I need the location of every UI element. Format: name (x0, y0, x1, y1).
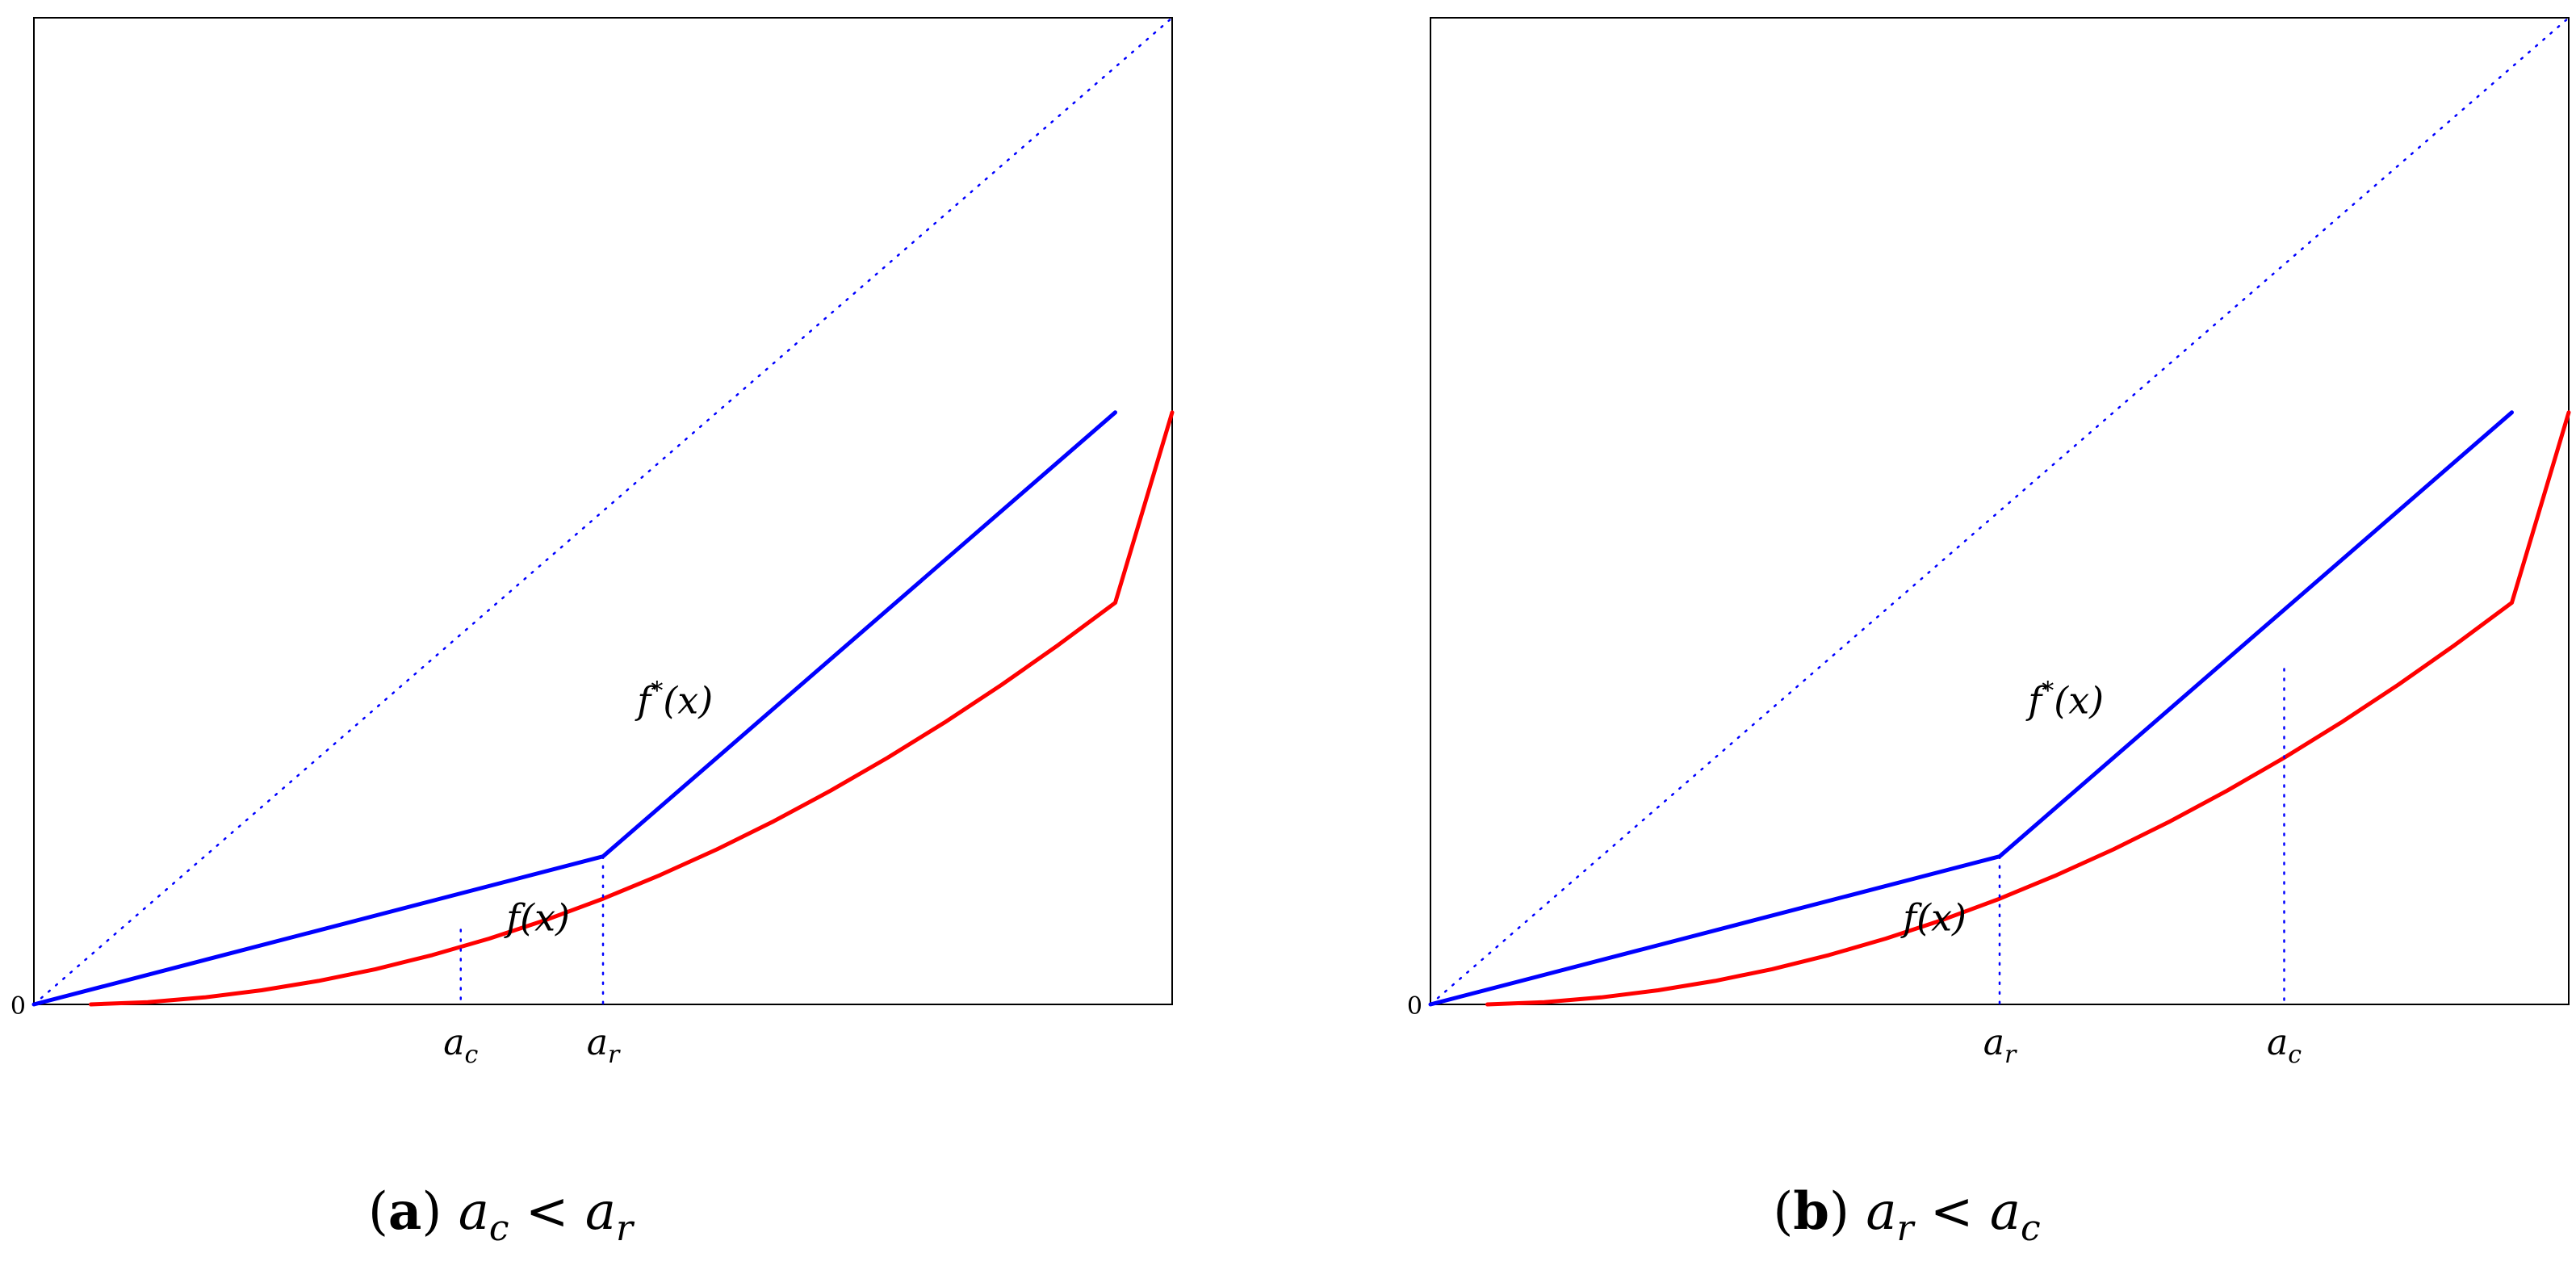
plot-frame (33, 17, 1173, 1005)
tick-label-ac: ac (2267, 1022, 2302, 1069)
annotation-f-star: f*(x) (2025, 677, 2104, 723)
tick-label-ar: ar (587, 1022, 621, 1069)
plot-frame (1430, 17, 2570, 1005)
tick-label-ar: ar (1983, 1022, 2017, 1069)
annotation-f: f(x) (504, 895, 570, 939)
chart-panel-a: ac ar 0 f*(x) f(x) (10, 16, 1175, 1069)
chart-panel-b: ar ac 0 f*(x) f(x) (1407, 16, 2571, 1069)
caption-a: (a) ac < ar (368, 1181, 635, 1249)
diagonal-reference-line (1429, 16, 2570, 1006)
annotation-f-star: f*(x) (635, 677, 713, 723)
tick-label-ac: ac (443, 1022, 478, 1069)
annotation-f: f(x) (1900, 895, 1967, 939)
origin-label: 0 (10, 992, 26, 1021)
f-star-line (31, 410, 1117, 1007)
f-star-line (1428, 410, 2514, 1007)
caption-b: (b) ar < ac (1773, 1181, 2040, 1249)
origin-label: 0 (1407, 992, 1422, 1021)
f-curve (1485, 410, 2571, 1007)
f-curve (89, 410, 1175, 1007)
diagonal-reference-line (32, 16, 1174, 1006)
